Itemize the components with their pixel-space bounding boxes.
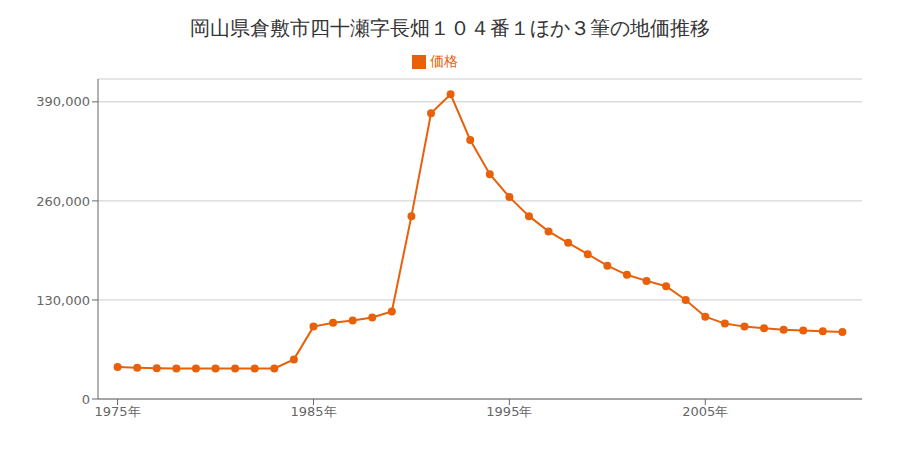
svg-text:390,000: 390,000 [36,94,90,109]
html-text:価格: 価格 [430,53,458,69]
svg-text:0: 0 [82,392,90,407]
svg-text:130,000: 130,000 [36,293,90,308]
svg-text:260,000: 260,000 [36,194,90,209]
svg-text:1985年: 1985年 [290,404,336,419]
svg-text:2005年: 2005年 [682,404,728,419]
svg-text:1975年: 1975年 [95,404,141,419]
svg-text:1995年: 1995年 [486,404,532,419]
html-text:岡山県倉敷市四十瀬字長畑１０４番１ほか３筆の地価推移: 岡山県倉敷市四十瀬字長畑１０４番１ほか３筆の地価推移 [190,16,710,40]
